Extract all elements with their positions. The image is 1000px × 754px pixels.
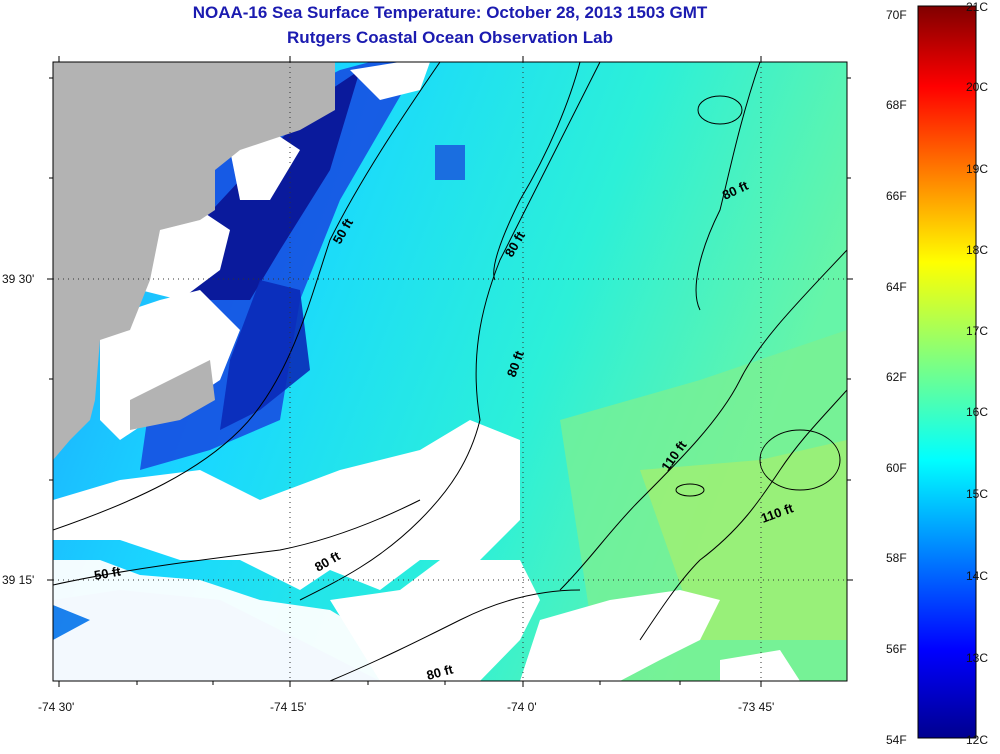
x-tick-label: -74 15' [270,700,307,714]
bathymetry-contours [53,62,847,681]
map-plot-area: 50 ft 80 ft 80 ft 80 ft 110 ft 110 ft 50… [53,62,847,683]
colorbar-f-label: 60F [886,461,907,475]
colorbar-f-label: 56F [886,642,907,656]
colorbar-f-label: 68F [886,98,907,112]
contour-ring-2 [675,483,705,497]
cloud-mask-1 [53,420,520,590]
colorbar-f-label: 64F [886,280,907,294]
axis-ticks [47,56,853,687]
colorbar-f-label: 54F [886,733,907,747]
cloud-mask-4 [520,590,720,681]
colorbar-f-label: 62F [886,370,907,384]
map-subtitle: Rutgers Coastal Ocean Observation Lab [287,28,613,47]
contour-110ft-north [559,249,847,591]
contour-label: 80 ft [425,661,455,683]
contour-labels: 50 ft 80 ft 80 ft 80 ft 110 ft 110 ft 50… [93,178,796,683]
cloud-mask-9 [350,62,430,100]
cloud-mask-7 [140,210,230,300]
land-mass [53,62,335,460]
contour-80ft-east [695,62,761,311]
contour-ring-1 [697,95,743,125]
map-frame [52,61,848,682]
colorbar-c-label: 17C [966,324,989,338]
contour-50ft-north [53,62,441,531]
x-tick-label: -74 0' [507,700,537,714]
colorbar-c-label: 18C [966,243,989,257]
land-mass-south [130,360,215,430]
cloud-mask-5 [720,650,800,681]
y-tick-label: 39 15' [2,573,35,587]
colorbar-f-label: 66F [886,189,907,203]
colorbar-c-label: 16C [966,405,989,419]
colorbar-f-label: 58F [886,551,907,565]
temperature-colorbar [917,5,977,739]
contour-ring-3 [759,429,841,491]
cold-water-patch [220,280,310,430]
contour-50ft-south [53,499,421,586]
contour-label: 50 ft [93,563,123,583]
contour-80ft-west [299,62,601,601]
cloud-mask-2 [53,560,430,681]
colorbar-c-label: 21C [966,0,989,14]
colorbar-c-label: 14C [966,569,989,583]
contour-80ft-mid [493,62,581,281]
map-title: NOAA-16 Sea Surface Temperature: October… [192,3,708,22]
colorbar-c-label: 19C [966,162,989,176]
cloud-mask-3 [330,560,540,681]
contour-80ft-south [329,589,581,681]
colorbar-c-label: 20C [966,80,989,94]
graticule [53,62,847,681]
y-tick-label: 39 30' [2,272,35,286]
colorbar-f-label: 70F [886,8,907,22]
cool-water-patch [435,145,465,180]
colorbar-c-label: 13C [966,651,989,665]
x-tick-label: -74 30' [38,700,75,714]
x-tick-label: -73 45' [738,700,775,714]
colorbar-c-label: 15C [966,487,989,501]
colorbar-c-label: 12C [966,733,989,747]
